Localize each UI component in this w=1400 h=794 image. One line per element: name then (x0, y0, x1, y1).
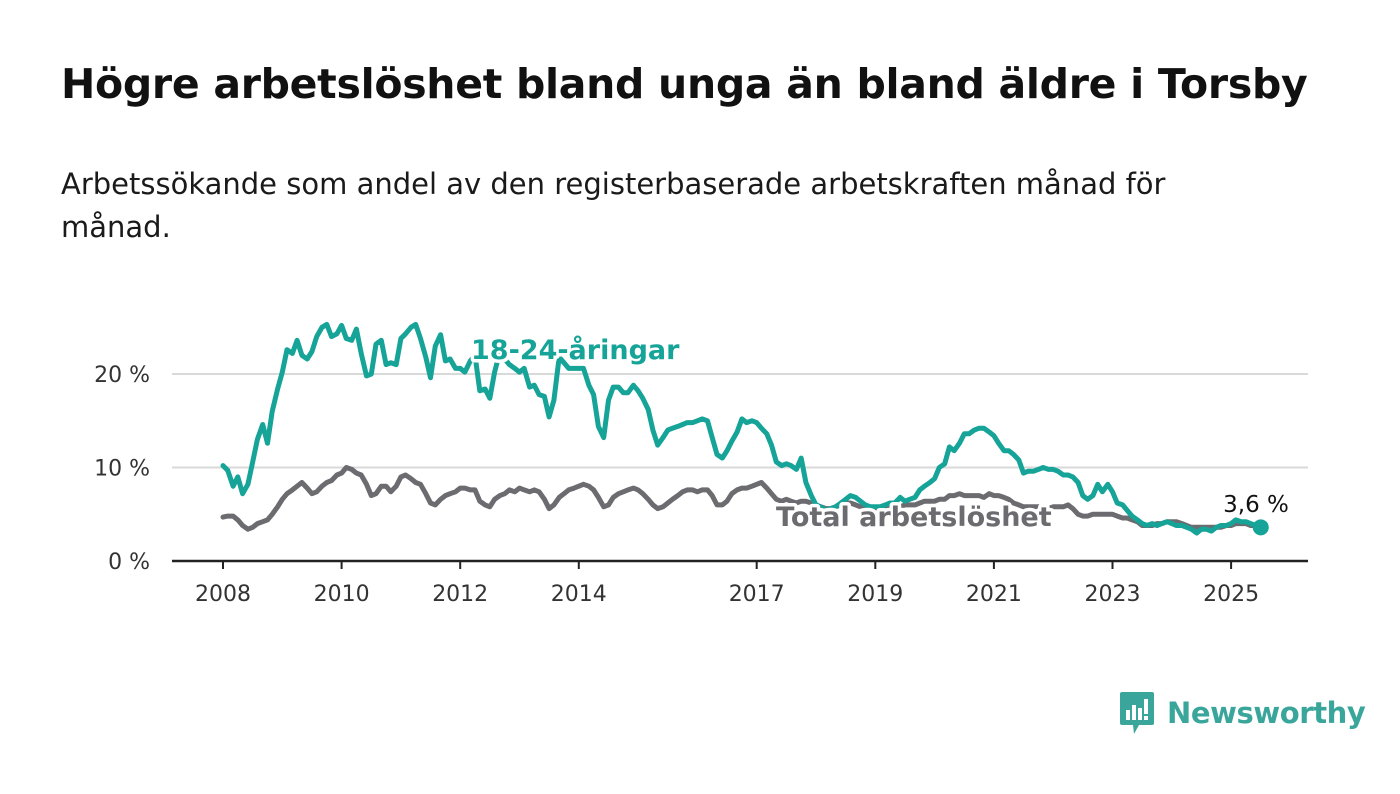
x-axis: 2008 2010 2012 2014 2017 2019 2021 2023 2025 (172, 559, 1308, 607)
series-label-youth: 18-24-åringar (471, 334, 680, 366)
end-value-label: 3,6 % (1223, 492, 1289, 518)
x-tick-label: 2010 (314, 582, 370, 607)
series-line-youth (220, 321, 1264, 536)
brand-name: Newsworthy (1167, 696, 1366, 730)
y-tick-label: 20 % (94, 363, 150, 388)
x-tick-label: 2025 (1203, 582, 1259, 607)
gridlines (172, 373, 1308, 469)
bar-chart-icon (1120, 692, 1154, 734)
series-label-total: Total arbetslöshet (776, 502, 1052, 533)
x-tick-label: 2008 (195, 582, 251, 607)
y-tick-label: 0 % (108, 550, 150, 575)
newsworthy-logo: Newsworthy (1119, 690, 1366, 736)
x-tick-label: 2017 (729, 582, 785, 607)
x-tick-label: 2023 (1085, 582, 1141, 607)
series-line-total (220, 465, 1264, 532)
y-axis-labels: 0 % 10 % 20 % (94, 363, 150, 575)
x-tick-label: 2019 (847, 582, 903, 607)
x-tick-label: 2014 (551, 582, 607, 607)
series-labels: 18-24-åringar Total arbetslöshet 3,6 % (468, 331, 1292, 537)
x-tick-label: 2021 (966, 582, 1022, 607)
series-lines (220, 321, 1269, 536)
y-tick-label: 10 % (94, 457, 150, 482)
chart-subtitle: Arbetssökande som andel av den registerb… (61, 167, 1166, 244)
chart-title: Högre arbetslöshet bland unga än bland ä… (61, 60, 1308, 108)
x-tick-label: 2012 (432, 582, 488, 607)
end-point-marker (1252, 519, 1269, 536)
